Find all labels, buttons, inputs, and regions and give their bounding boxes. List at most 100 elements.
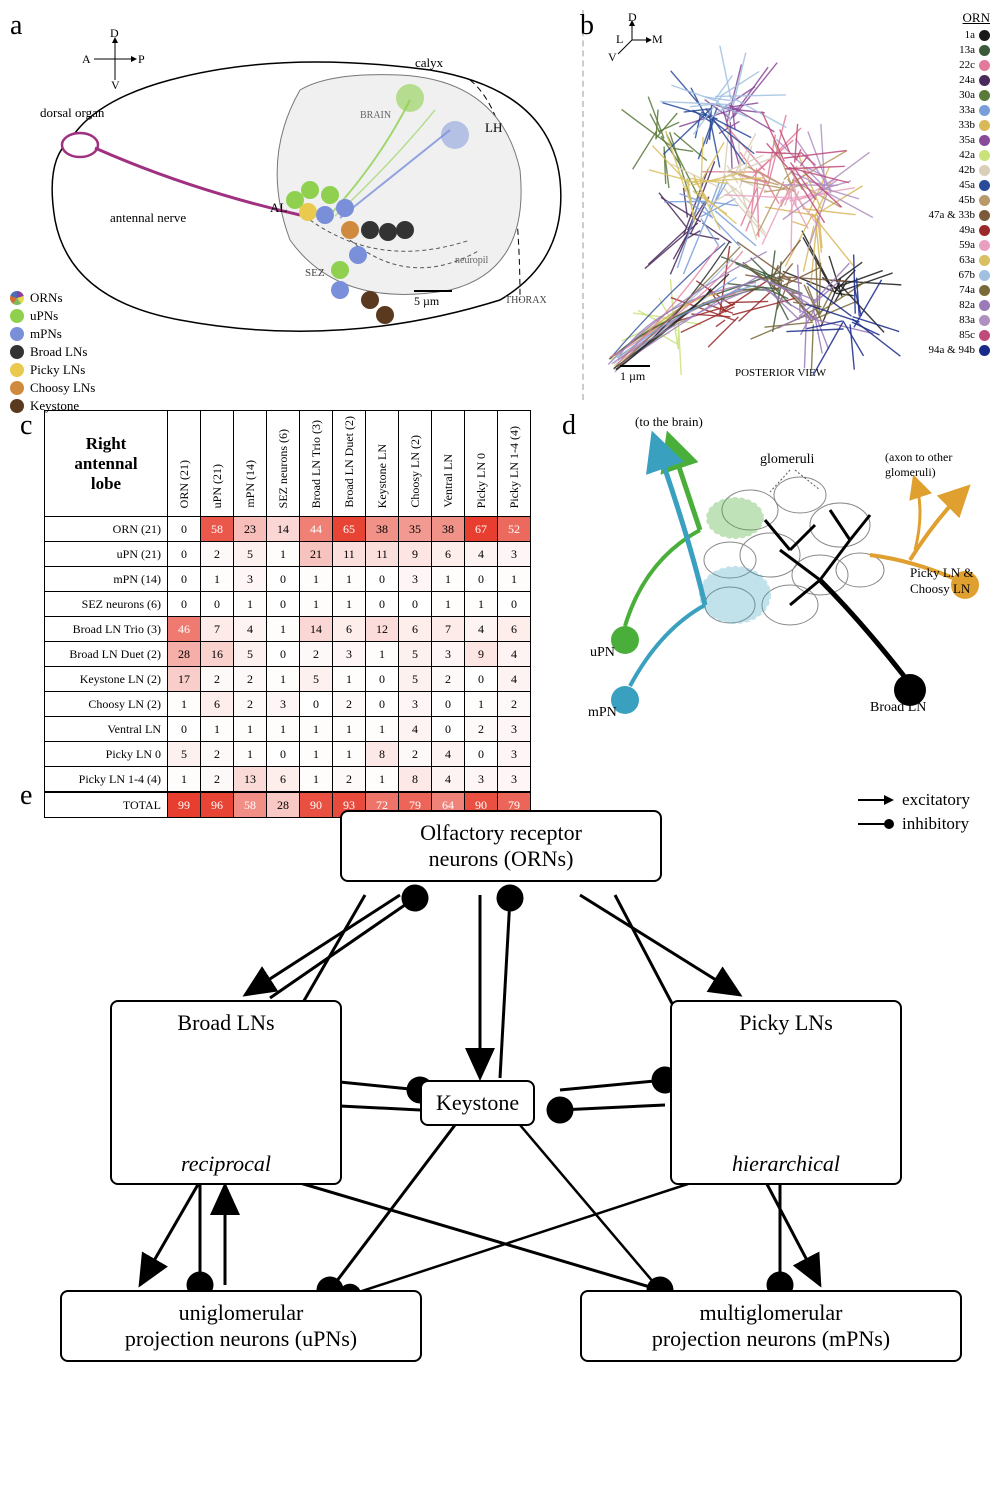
- scalebar-a-label: 5 µm: [414, 294, 439, 308]
- orn-legend-label: 13a: [915, 43, 975, 58]
- orn-legend-item: 22c: [915, 58, 990, 73]
- table-cell: 3: [234, 567, 267, 592]
- table-row-header: uPN (21): [45, 542, 168, 567]
- al-label: AL: [270, 200, 287, 216]
- orn-legend-header: ORN: [915, 10, 990, 26]
- legend-dot-icon: [10, 381, 24, 395]
- legend-a-item: mPNs: [10, 326, 95, 342]
- orn-legend-dot-icon: [979, 225, 990, 236]
- table-cell: 1: [201, 567, 234, 592]
- brain-label: BRAIN: [360, 110, 391, 121]
- table-cell: 9: [465, 642, 498, 667]
- broad-box: Broad LNs reciprocal: [110, 1000, 342, 1185]
- table-row-header: mPN (14): [45, 567, 168, 592]
- picky-line1: Picky LNs: [739, 1010, 833, 1036]
- table-cell: 1: [333, 717, 366, 742]
- compass-d: D: [110, 26, 119, 41]
- table-cell: 44: [300, 517, 333, 542]
- table-cell: 35: [399, 517, 432, 542]
- legend-a-label: Broad LNs: [30, 344, 87, 360]
- table-cell: 2: [201, 742, 234, 767]
- broad-sub: reciprocal: [181, 1151, 271, 1177]
- legend-excitatory-label: excitatory: [902, 790, 970, 810]
- to-brain-label: (to the brain): [635, 414, 703, 430]
- table-col-header: SEZ neurons (6): [267, 411, 300, 517]
- table-row: Broad LN Trio (3)46741146126746: [45, 617, 531, 642]
- table-cell: 4: [399, 717, 432, 742]
- table-row-header: SEZ neurons (6): [45, 592, 168, 617]
- table-cell: 1: [300, 592, 333, 617]
- legend-a-label: mPNs: [30, 326, 62, 342]
- legend-inhibitory: inhibitory: [856, 814, 970, 834]
- table-cell: 5: [399, 642, 432, 667]
- table-cell: 3: [267, 692, 300, 717]
- legend-e: excitatory inhibitory: [856, 790, 970, 838]
- table-row: Broad LN Duet (2)2816502315394: [45, 642, 531, 667]
- table-cell: 3: [333, 642, 366, 667]
- orn-legend-dot-icon: [979, 150, 990, 161]
- orn-reconstruction: [600, 35, 910, 375]
- table-cell: 0: [366, 667, 399, 692]
- legend-dot-icon: [10, 345, 24, 359]
- table-row: Choosy LN (2)16230203012: [45, 692, 531, 717]
- table-cell: 2: [234, 692, 267, 717]
- table-row: ORN (21)058231444653835386752: [45, 517, 531, 542]
- table-cell: 1: [201, 717, 234, 742]
- table-cell: 14: [267, 517, 300, 542]
- table-cell: 1: [465, 692, 498, 717]
- panel-divider: [582, 10, 584, 400]
- legend-dot-icon: [10, 309, 24, 323]
- orn-legend-label: 47a & 33b: [915, 208, 975, 223]
- table-cell: 6: [399, 617, 432, 642]
- table-col-header: Broad LN Trio (3): [300, 411, 333, 517]
- table-cell: 5: [234, 642, 267, 667]
- table-cell: 38: [366, 517, 399, 542]
- table-row: SEZ neurons (6)00101100110: [45, 592, 531, 617]
- table-cell: 28: [168, 642, 201, 667]
- table-col-header: Choosy LN (2): [399, 411, 432, 517]
- table-cell: 1: [267, 617, 300, 642]
- orn-legend-label: 33a: [915, 103, 975, 118]
- orn-legend-label: 82a: [915, 298, 975, 313]
- table-cell: 0: [399, 592, 432, 617]
- table-col-header: uPN (21): [201, 411, 234, 517]
- mpn-line2: projection neurons (mPNs): [652, 1326, 890, 1352]
- table-cell: 9: [399, 542, 432, 567]
- mpn-box: multiglomerular projection neurons (mPNs…: [580, 1290, 962, 1362]
- table-cell: 2: [234, 667, 267, 692]
- table-cell: 4: [498, 667, 531, 692]
- table-cell: 2: [201, 667, 234, 692]
- table-cell: 1: [300, 717, 333, 742]
- table-cell: 17: [168, 667, 201, 692]
- panel-label-b: b: [580, 10, 594, 42]
- picky-choosy-label: Picky LN & Choosy LN: [910, 565, 990, 597]
- legend-a-item: Picky LNs: [10, 362, 95, 378]
- table-cell: 3: [498, 742, 531, 767]
- orn-legend-dot-icon: [979, 300, 990, 311]
- table-cell: 1: [333, 742, 366, 767]
- orn-legend-item: 35a: [915, 133, 990, 148]
- picky-sub: hierarchical: [732, 1151, 840, 1177]
- table-cell: 1: [300, 742, 333, 767]
- table-cell: 0: [465, 667, 498, 692]
- orn-legend-dot-icon: [979, 60, 990, 71]
- orn-legend-item: 63a: [915, 253, 990, 268]
- table-row: Keystone LN (2)172215105204: [45, 667, 531, 692]
- orn-legend-label: 42a: [915, 148, 975, 163]
- orn-legend-dot-icon: [979, 120, 990, 131]
- table-cell: 6: [333, 617, 366, 642]
- table-col-header: Picky LN 0: [465, 411, 498, 517]
- orn-legend-item: 74a: [915, 283, 990, 298]
- table-cell: 1: [267, 667, 300, 692]
- table-cell: 8: [366, 742, 399, 767]
- table-cell: 4: [234, 617, 267, 642]
- table-cell: 21: [300, 542, 333, 567]
- orn-legend-item: 33a: [915, 103, 990, 118]
- table-cell: 0: [498, 592, 531, 617]
- table-row: mPN (14)01301103101: [45, 567, 531, 592]
- orn-legend-label: 35a: [915, 133, 975, 148]
- table-row-header: Ventral LN: [45, 717, 168, 742]
- panel-b: b D V L M 1 µm POSTERIOR VIEW ORN 1a13a2…: [590, 10, 990, 390]
- table-cell: 14: [300, 617, 333, 642]
- orn-line1: Olfactory receptor: [420, 820, 582, 846]
